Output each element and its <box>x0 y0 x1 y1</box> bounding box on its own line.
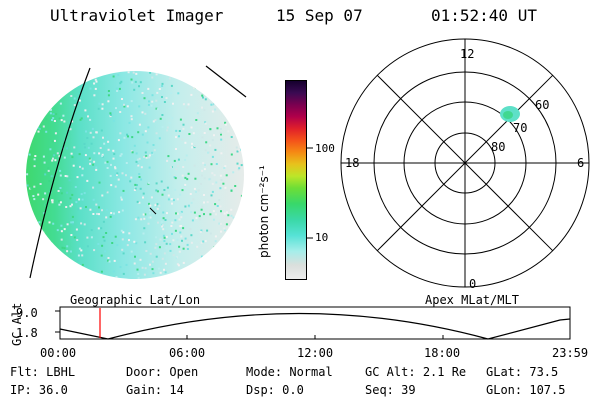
x-tick-label: 12:00 <box>297 346 334 360</box>
status-glat: GLat: 73.5 <box>486 365 559 379</box>
status-glon: GLon: 107.5 <box>486 383 566 397</box>
status-ip: IP: 36.0 <box>10 383 68 397</box>
terminator-line <box>29 67 91 279</box>
mlt-label-6: 6 <box>577 156 585 170</box>
y-tick-label: 1.8 <box>16 326 38 340</box>
colorbar-tick-label: 100 <box>315 142 335 155</box>
status-flt: Flt: LBHL <box>10 365 76 379</box>
status-mode: Mode: Normal <box>246 365 333 379</box>
y-tick-label: 9.0 <box>16 306 38 320</box>
auroral-patch <box>500 106 520 122</box>
dayside-mark <box>149 207 157 215</box>
mlat-label-70: 70 <box>513 121 528 135</box>
mlt-label-12: 12 <box>460 47 475 61</box>
mlat-label-80: 80 <box>491 140 506 154</box>
mlt-label-0: 0 <box>469 277 477 291</box>
intensity-colorbar <box>285 80 307 280</box>
x-tick-label: 00:00 <box>40 346 77 360</box>
status-gc-alt: GC Alt: 2.1 Re <box>365 365 467 379</box>
status-dsp: Dsp: 0.0 <box>246 383 304 397</box>
orbit-altitude-plot: GC Alt <box>10 303 571 346</box>
uv-disk <box>26 71 244 279</box>
instrument-title: Ultraviolet Imager <box>50 6 224 25</box>
x-tick-label: 23:59 <box>552 346 589 360</box>
colorbar-unit-label: photon cm⁻²s⁻¹ <box>257 165 271 258</box>
x-tick-label: 18:00 <box>424 346 461 360</box>
status-gain: Gain: 14 <box>126 383 184 397</box>
altitude-plot-frame <box>59 306 571 340</box>
colorbar-tick-label: 10 <box>315 231 329 244</box>
observation-date: 15 Sep 07 <box>276 6 363 25</box>
status-seq: Seq: 39 <box>365 383 416 397</box>
polar-mlat-mlt-plot <box>340 38 590 288</box>
altitude-curve <box>59 312 571 340</box>
observation-time: 01:52:40 UT <box>431 6 537 25</box>
x-tick-label: 06:00 <box>169 346 206 360</box>
mlt-label-18: 18 <box>345 156 360 170</box>
polar-diagonal <box>376 74 554 252</box>
limb-line <box>205 65 247 98</box>
geographic-caption: Geographic Lat/Lon <box>70 293 201 307</box>
colorbar-ticks <box>307 147 313 239</box>
gc-alt-axis-label: GC Alt <box>10 303 24 346</box>
mlat-label-60: 60 <box>535 98 550 112</box>
status-door: Door: Open <box>126 365 199 379</box>
apex-caption: Apex MLat/MLT <box>425 293 519 307</box>
uv-image-panel <box>26 65 247 279</box>
